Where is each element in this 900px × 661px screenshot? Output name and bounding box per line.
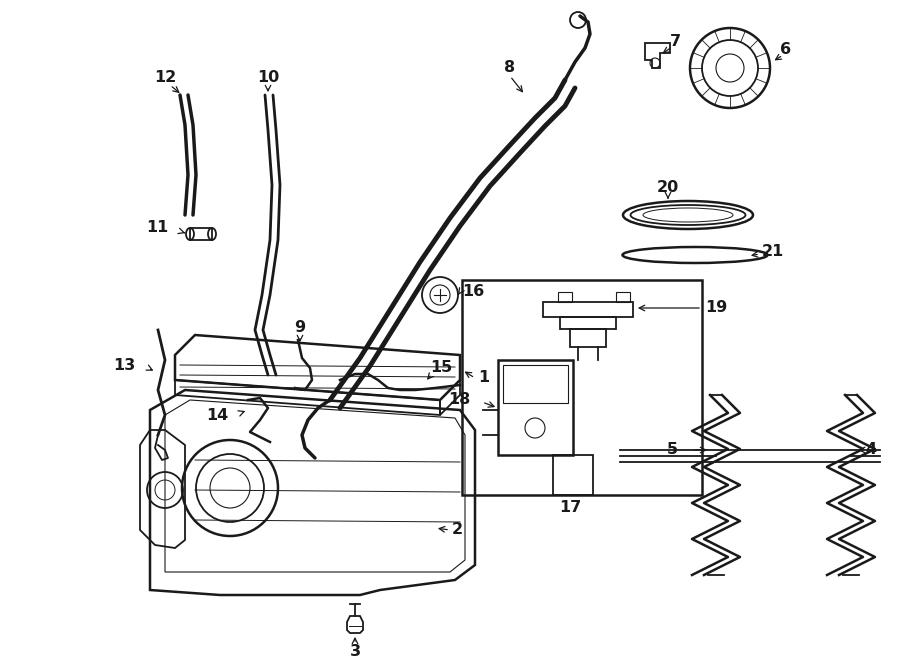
Text: 21: 21 [762,245,784,260]
Text: 12: 12 [154,71,176,85]
Bar [570,329,606,347]
Text: 20: 20 [657,180,680,196]
Text: 19: 19 [705,301,727,315]
Text: 15: 15 [430,360,452,375]
Text: 10: 10 [256,71,279,85]
Text: 14: 14 [206,407,228,422]
Text: 4: 4 [865,442,876,457]
Bar [543,302,633,317]
Text: 8: 8 [504,61,516,75]
Text: 6: 6 [780,42,791,58]
Text: 5: 5 [667,442,678,457]
Bar [560,317,616,329]
Text: 1: 1 [478,371,489,385]
Text: 18: 18 [448,393,470,407]
Text: 9: 9 [294,321,306,336]
Text: 2: 2 [452,522,464,537]
Text: 16: 16 [462,284,484,299]
Text: 3: 3 [349,644,361,660]
Bar [462,280,702,495]
Bar [190,228,212,240]
Text: 11: 11 [146,221,168,235]
Bar [498,360,573,455]
Text: 17: 17 [559,500,581,516]
Text: 13: 13 [112,358,135,373]
Bar [616,292,630,302]
Bar [503,365,568,403]
Text: 7: 7 [670,34,681,50]
Bar [558,292,572,302]
